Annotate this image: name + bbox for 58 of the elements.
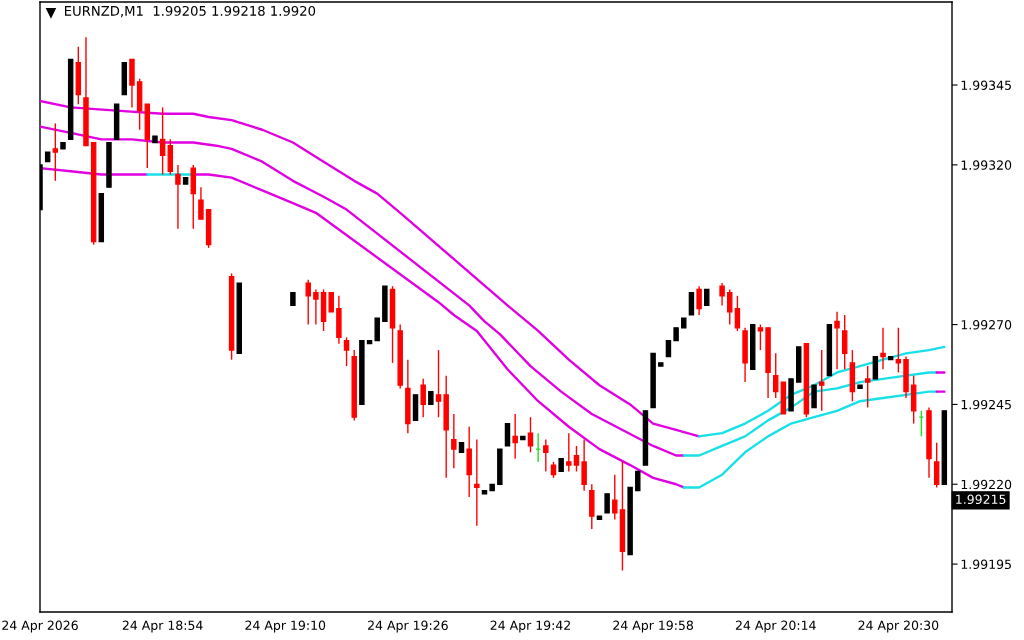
candlestick xyxy=(543,438,549,473)
candlestick xyxy=(313,288,319,326)
candlestick xyxy=(727,288,733,326)
candlestick xyxy=(527,416,534,454)
y-tick-label: 1.99245 xyxy=(961,399,1011,410)
candlestick xyxy=(420,378,426,418)
candlestick xyxy=(872,355,879,380)
candlestick xyxy=(435,349,442,418)
y-tick-label: 1.99195 xyxy=(961,559,1011,570)
candlestick xyxy=(343,336,350,367)
text: 1.99215 xyxy=(956,494,1006,504)
candlestick xyxy=(328,291,334,313)
candlestick xyxy=(374,317,380,342)
line-series xyxy=(682,390,938,489)
x-tick-label: 24 Apr 2026 xyxy=(2,620,78,633)
x-tick-label: 24 Apr 19:10 xyxy=(245,620,326,633)
candlestick xyxy=(696,285,702,316)
candlestick xyxy=(612,473,618,521)
x-tick-label: 24 Apr 19:58 xyxy=(613,620,693,633)
candlestick xyxy=(635,470,641,492)
candlestick xyxy=(305,279,311,326)
candlestick xyxy=(512,413,518,460)
candlestick xyxy=(688,292,695,316)
line-series xyxy=(682,371,938,457)
candlestick xyxy=(719,282,725,307)
candlestick xyxy=(834,311,840,370)
candlestick xyxy=(757,323,764,351)
candlestick xyxy=(841,314,848,370)
x-tick-label: 24 Apr 18:54 xyxy=(122,620,203,633)
candlestick xyxy=(581,438,587,492)
y-tick-label: 1.99220 xyxy=(961,479,1012,490)
x-tick-label: 24 Apr 19:26 xyxy=(368,620,448,633)
candlestick xyxy=(504,422,511,447)
candlestick xyxy=(159,106,166,176)
candlestick xyxy=(864,365,871,409)
x-tick-label: 24 Apr 19:42 xyxy=(490,620,570,633)
candlestick xyxy=(474,438,480,527)
x-tick-label: 24 Apr 20:30 xyxy=(858,620,939,633)
x-tick-label: 24 Apr 20:14 xyxy=(735,620,816,633)
candlestick xyxy=(933,442,940,489)
candlestick xyxy=(880,327,886,370)
candlestick xyxy=(175,164,181,230)
y-tick-label: 1.99270 xyxy=(961,320,1012,330)
candlestick xyxy=(566,432,572,473)
y-tick-label: 1.99345 xyxy=(961,80,1011,90)
candlestick xyxy=(198,186,204,220)
candlestick xyxy=(52,122,59,182)
candlestick xyxy=(895,327,902,374)
line-series xyxy=(697,345,946,438)
candlestick xyxy=(772,352,779,399)
y-tick-label: 1.99320 xyxy=(961,160,1012,170)
candlestick xyxy=(604,493,610,514)
candlestick xyxy=(818,349,825,412)
candlestick xyxy=(573,445,580,473)
candlestick xyxy=(811,384,817,409)
chart-title: EURNZD,M1 1.99205 1.99218 1.9920 xyxy=(65,5,316,18)
candlestick xyxy=(734,295,741,332)
candlestick xyxy=(451,413,457,469)
